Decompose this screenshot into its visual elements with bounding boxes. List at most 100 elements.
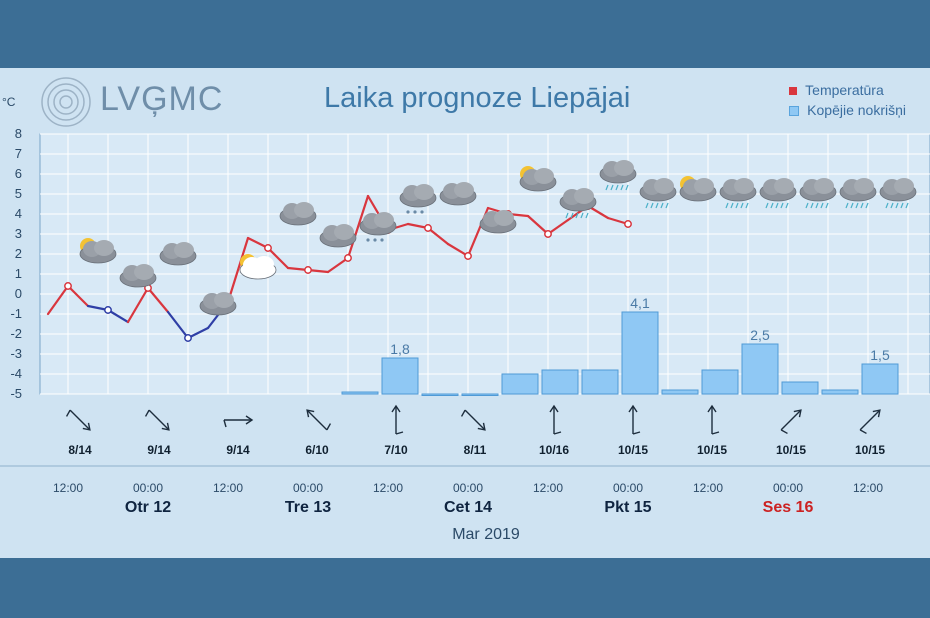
wind-speed-label: 10/15	[618, 443, 648, 457]
precip-label: 4,1	[630, 295, 650, 311]
y-tick-label: -2	[10, 326, 22, 341]
y-tick-label: 5	[15, 186, 22, 201]
partly-cloudy-icon	[79, 238, 117, 264]
cloudy-icon	[279, 202, 317, 226]
wind-arrow-icon	[707, 404, 720, 435]
time-label: 12:00	[853, 481, 883, 495]
temperature-point	[264, 244, 272, 252]
wind-speed-label: 8/11	[464, 443, 487, 457]
day-label: Ses 16	[763, 499, 814, 516]
y-tick-label: 4	[15, 206, 22, 221]
wind-arrow-icon	[549, 404, 562, 435]
cloudy-icon	[319, 224, 357, 248]
wind-speed-label: 8/14	[68, 443, 92, 457]
precip-bar	[701, 369, 739, 395]
temperature-segment	[346, 194, 370, 260]
y-tick-label: -3	[10, 346, 22, 361]
temperature-point	[104, 306, 112, 314]
logo-icon	[41, 77, 91, 127]
time-label: 12:00	[213, 481, 243, 495]
wind-speed-label: 6/10	[305, 443, 329, 457]
y-tick-label: -4	[10, 366, 22, 381]
precip-bar	[661, 389, 699, 395]
wind-arrow-icon	[460, 409, 486, 431]
cloudy-icon	[479, 210, 517, 234]
precip-bar	[461, 393, 499, 396]
legend-temperature: Temperatūra	[789, 80, 906, 100]
rain-cloud-icon	[839, 178, 877, 209]
wind-speed-label: 10/16	[539, 443, 569, 457]
cloudy-icon	[199, 292, 237, 316]
wind-speed-label: 10/15	[776, 443, 806, 457]
precip-bar	[581, 369, 619, 395]
y-tick-label: 7	[15, 146, 22, 161]
time-label: 00:00	[773, 481, 803, 495]
cloudy-icon	[439, 182, 477, 206]
precip-bar	[861, 363, 899, 395]
wind-speed-label: 10/15	[697, 443, 727, 457]
rain-cloud-icon	[559, 188, 597, 219]
time-label: 00:00	[293, 481, 323, 495]
wind-arrow-icon	[144, 409, 170, 431]
wind-speed-label: 7/10	[384, 443, 408, 457]
forecast-chart: 8 7 6 5 4 3 2 1 0 -1 -2 -3 -4 -5 °C 1,8 4,1 2,5 1,5 8/14 9/1…	[0, 95, 930, 543]
y-tick-label: 8	[15, 126, 22, 141]
wind-arrow-icon	[306, 409, 332, 431]
logo-text: LVĢMC	[100, 80, 224, 118]
y-tick-label: -1	[10, 306, 22, 321]
y-tick-label: 3	[15, 226, 22, 241]
time-label: 12:00	[533, 481, 563, 495]
day-label: Otr 12	[125, 499, 171, 516]
month-label: Mar 2019	[452, 526, 520, 543]
precip-label: 2,5	[750, 327, 770, 343]
precip-bar	[621, 311, 659, 395]
precip-bar	[541, 369, 579, 395]
day-label: Pkt 15	[604, 499, 651, 516]
temperature-segment	[226, 236, 250, 304]
rain-cloud-icon	[759, 178, 797, 209]
sleet-cloud-icon	[359, 212, 397, 242]
rain-cloud-icon	[639, 178, 677, 209]
temperature-segment	[426, 226, 450, 246]
temperature-point	[344, 254, 352, 262]
temperature-segment	[66, 284, 90, 308]
precip-bar	[821, 389, 859, 395]
precip-bar	[341, 391, 379, 395]
precip-bar	[781, 381, 819, 395]
time-label: 12:00	[693, 481, 723, 495]
temperature-point	[544, 230, 552, 238]
rain-cloud-icon	[599, 160, 637, 191]
wind-arrow-icon	[391, 404, 404, 435]
y-unit-label: °C	[2, 95, 16, 109]
temperature-segment	[266, 246, 290, 270]
wind-speed-label: 9/14	[147, 443, 171, 457]
temperature-segment	[166, 310, 190, 340]
cloudy-icon	[119, 264, 157, 288]
precip-bar	[381, 357, 419, 395]
time-label: 00:00	[613, 481, 643, 495]
time-label: 00:00	[133, 481, 163, 495]
partly-cloudy-icon	[679, 176, 717, 202]
page-title: Laika prognoze Liepājai	[324, 82, 631, 114]
temperature-point	[624, 220, 632, 228]
day-label: Cet 14	[444, 499, 492, 516]
temperature-segment	[326, 256, 350, 274]
temperature-segment	[526, 214, 550, 236]
rain-cloud-icon	[799, 178, 837, 209]
partly-sunny-icon	[239, 254, 277, 280]
time-label: 12:00	[53, 481, 83, 495]
temperature-point	[304, 266, 312, 274]
y-tick-label: 2	[15, 246, 22, 261]
temperature-point	[424, 224, 432, 232]
wind-arrow-icon	[65, 409, 91, 431]
sleet-cloud-icon	[399, 184, 437, 214]
y-tick-label: 6	[15, 166, 22, 181]
rain-cloud-icon	[879, 178, 917, 209]
wind-speed-label: 10/15	[855, 443, 885, 457]
wind-speed-label: 9/14	[226, 443, 250, 457]
legend: Temperatūra Kopējie nokrišņi	[789, 80, 906, 120]
y-tick-label: -5	[10, 386, 22, 401]
temperature-segment	[126, 286, 150, 324]
precip-label: 1,5	[870, 347, 890, 363]
wind-arrow-icon	[628, 404, 641, 435]
